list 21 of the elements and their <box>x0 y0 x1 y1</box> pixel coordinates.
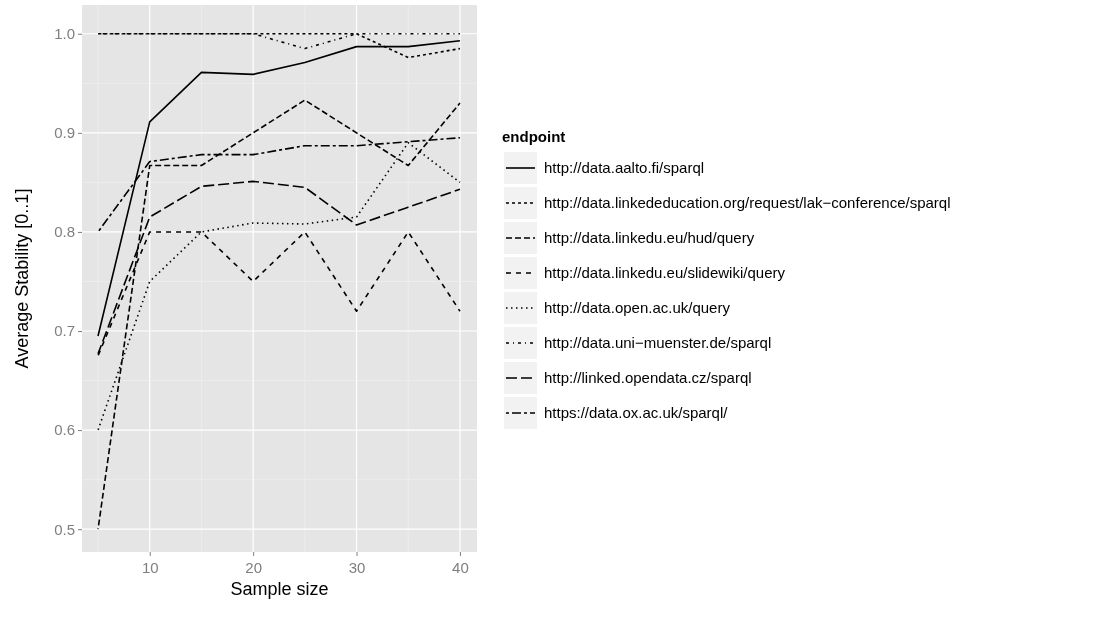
legend-label: https://data.ox.ac.uk/sparql/ <box>544 404 729 421</box>
legend-title: endpoint <box>502 128 566 145</box>
x-tick-label: 30 <box>348 558 366 576</box>
y-tick-label: 0.6 <box>54 421 75 439</box>
x-tick-label: 20 <box>245 558 262 576</box>
x-tick-label: 10 <box>141 558 159 576</box>
legend-label: http://data.linkedu.eu/hud/query <box>544 229 755 246</box>
y-tick-label: 0.8 <box>54 223 75 241</box>
legend-label: http://data.linkedu.eu/slidewiki/query <box>544 264 786 281</box>
legend-label: http://data.open.ac.uk/query <box>544 299 731 316</box>
legend-label: http://data.uni−muenster.de/sparql <box>544 334 772 351</box>
y-tick-label: 0.7 <box>54 322 75 340</box>
legend-label: http://data.aalto.fi/sparql <box>544 159 705 176</box>
x-axis-title: Sample size <box>230 579 329 599</box>
y-tick-label: 1.0 <box>54 25 75 43</box>
legend-label: http://data.linkededucation.org/request/lak−conference/sparql <box>544 194 951 211</box>
x-tick-label: 40 <box>452 558 469 576</box>
y-axis-title: Average Stability [0..1] <box>12 188 32 369</box>
legend-label: http://linked.opendata.cz/sparql <box>544 369 752 386</box>
y-tick-label: 0.5 <box>54 520 75 538</box>
y-tick-label: 0.9 <box>54 124 75 142</box>
